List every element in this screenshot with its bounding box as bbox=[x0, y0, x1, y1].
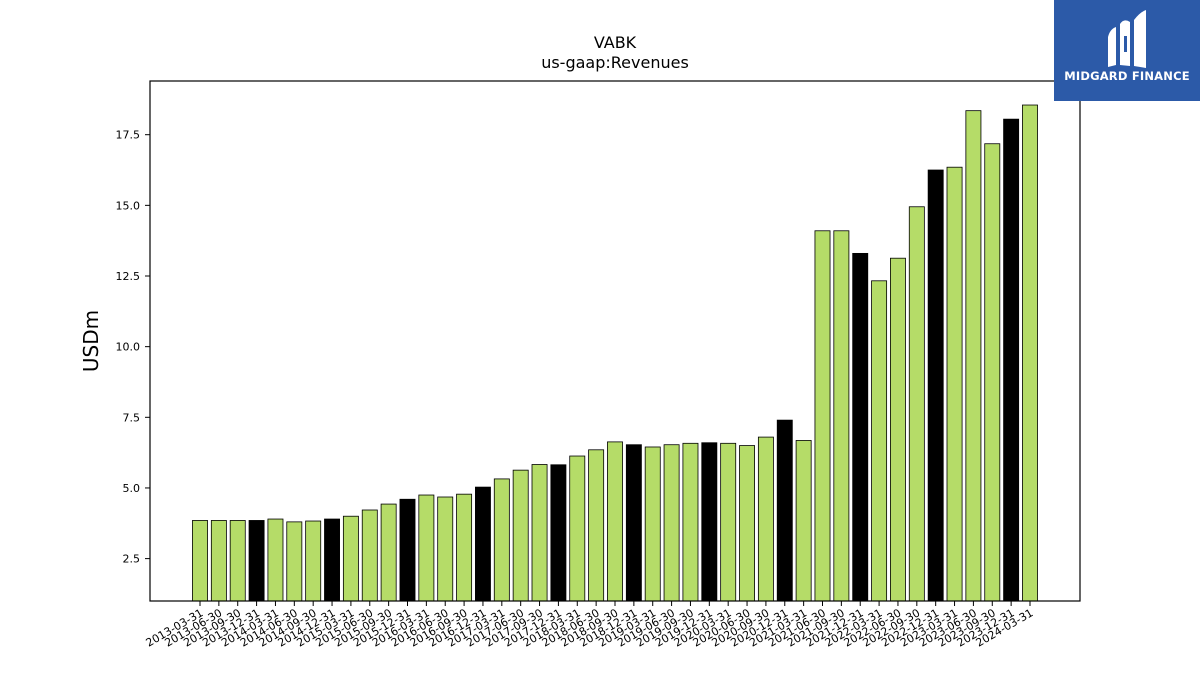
bar-2014-03-31 bbox=[267, 518, 284, 602]
bar-2021-12-31 bbox=[852, 252, 869, 602]
bar-2021-03-31 bbox=[795, 440, 812, 602]
y-tick-label: 12.5 bbox=[116, 270, 141, 283]
y-axis-label: USDm bbox=[79, 310, 103, 372]
bar-2022-03-31 bbox=[871, 280, 888, 602]
bar-2015-03-31 bbox=[342, 515, 359, 602]
y-tick-label: 5.0 bbox=[123, 482, 141, 495]
bar-2014-06-30 bbox=[286, 521, 303, 602]
plot-frame bbox=[149, 80, 1081, 602]
bar-2016-03-31 bbox=[418, 494, 435, 602]
bar-2019-03-31 bbox=[644, 446, 661, 602]
bar-2018-06-30 bbox=[588, 449, 605, 602]
bar-2024-03-31 bbox=[1022, 104, 1038, 602]
chart-subtitle: us-gaap:Revenues bbox=[541, 53, 689, 72]
bar-2017-03-31 bbox=[493, 478, 510, 602]
y-tick-label: 15.0 bbox=[116, 199, 141, 212]
y-tick-label: 2.5 bbox=[123, 553, 141, 566]
bar-2020-06-30 bbox=[739, 445, 755, 602]
bar-2023-12-31 bbox=[1003, 118, 1020, 602]
bar-2018-12-31 bbox=[625, 444, 642, 602]
bar-2019-12-31 bbox=[701, 442, 718, 602]
bar-2017-06-30 bbox=[512, 469, 529, 602]
y-tick-label: 17.5 bbox=[116, 129, 141, 142]
bar-2022-09-30 bbox=[908, 206, 925, 602]
bar-2021-06-30 bbox=[814, 230, 831, 602]
bar-2013-03-31 bbox=[192, 520, 208, 602]
midgard-m-icon bbox=[1108, 10, 1146, 68]
bar-2013-06-30 bbox=[210, 520, 227, 602]
y-tick-label: 10.0 bbox=[116, 341, 141, 354]
bar-2014-09-30 bbox=[305, 520, 322, 602]
bar-2023-06-30 bbox=[965, 110, 982, 602]
bar-2013-12-31 bbox=[248, 520, 265, 602]
bar-2015-06-30 bbox=[361, 509, 378, 602]
bar-2022-06-30 bbox=[890, 257, 906, 602]
bar-2017-12-31 bbox=[550, 464, 567, 602]
bar-2016-12-31 bbox=[475, 486, 491, 602]
bar-2023-03-31 bbox=[946, 166, 963, 602]
chart-title: VABK bbox=[594, 33, 637, 52]
bar-2016-09-30 bbox=[456, 493, 473, 602]
bar-2018-03-31 bbox=[569, 455, 586, 602]
bar-2017-09-30 bbox=[531, 464, 548, 602]
bar-2020-12-31 bbox=[776, 419, 793, 602]
bar-2019-06-30 bbox=[663, 444, 680, 602]
y-axis-ticks: 2.5 5.0 7.5 10.0 12.5 15.0 17.5 bbox=[116, 129, 150, 566]
bar-2019-09-30 bbox=[682, 442, 699, 602]
bar-2023-09-30 bbox=[984, 143, 1001, 602]
x-axis-ticks: 2013-03-312013-06-302013-09-302013-12-31… bbox=[144, 601, 1036, 650]
bar-2020-09-30 bbox=[757, 436, 774, 602]
bar-2021-09-30 bbox=[833, 230, 850, 602]
y-tick-label: 7.5 bbox=[123, 411, 141, 424]
brand-name: MIDGARD FINANCE bbox=[1064, 69, 1190, 83]
bar-2013-09-30 bbox=[229, 520, 246, 602]
bar-2018-09-30 bbox=[607, 441, 623, 602]
brand-logo: MIDGARD FINANCE bbox=[1054, 0, 1200, 101]
bar-2022-12-31 bbox=[927, 169, 944, 602]
bars-group bbox=[192, 104, 1038, 602]
bar-2015-09-30 bbox=[380, 503, 397, 602]
bar-2014-12-31 bbox=[324, 518, 340, 602]
bar-2015-12-31 bbox=[399, 498, 416, 602]
bar-2020-03-31 bbox=[720, 442, 737, 602]
bar-2016-06-30 bbox=[437, 496, 454, 602]
